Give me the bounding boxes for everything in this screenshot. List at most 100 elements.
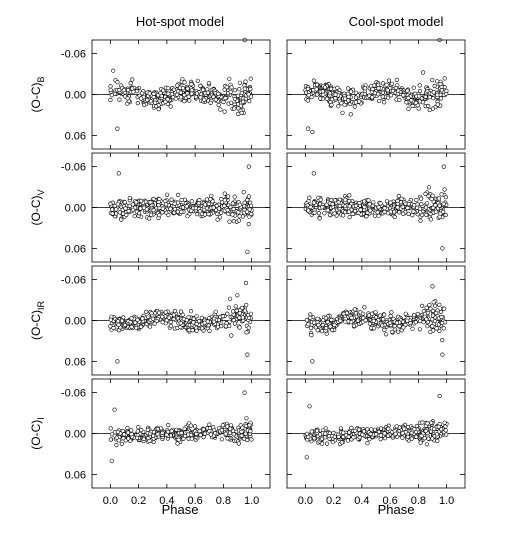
data-point: [363, 86, 368, 91]
y-axis-label-sub: IR: [36, 300, 46, 310]
data-point: [200, 326, 205, 331]
data-point: [417, 206, 423, 211]
data-point: [410, 103, 415, 109]
data-point: [172, 308, 178, 314]
data-point: [122, 200, 127, 205]
data-point: [180, 86, 186, 91]
data-point: [360, 432, 365, 437]
data-point: [346, 86, 351, 91]
data-point: [338, 318, 343, 323]
data-point: [375, 210, 380, 215]
data-point: [243, 423, 249, 429]
data-point: [310, 359, 315, 364]
data-point: [114, 443, 119, 448]
data-point: [206, 80, 211, 86]
data-point: [411, 85, 416, 90]
data-point: [171, 87, 177, 92]
data-point: [382, 206, 387, 211]
data-point: [155, 426, 160, 432]
data-point: [345, 438, 351, 443]
data-point: [202, 202, 208, 207]
data-point: [419, 202, 424, 207]
data-point: [239, 429, 244, 434]
data-point: [116, 438, 121, 443]
data-point: [246, 194, 251, 199]
data-point: [110, 211, 115, 216]
data-point: [420, 303, 425, 309]
data-point: [400, 431, 405, 436]
data-point: [420, 420, 425, 425]
data-point: [399, 196, 404, 201]
data-point: [332, 211, 337, 216]
scatter-points: [108, 164, 254, 254]
data-point: [307, 195, 312, 200]
data-point: [308, 315, 313, 320]
data-point: [243, 431, 248, 436]
data-point: [249, 437, 254, 442]
data-point: [418, 440, 423, 445]
data-point: [197, 428, 202, 434]
data-point: [438, 81, 443, 87]
data-point: [412, 313, 417, 318]
data-point: [362, 199, 367, 204]
x-tick-label: 0.6: [382, 495, 397, 507]
data-point: [378, 437, 383, 442]
data-point: [372, 326, 377, 331]
data-point: [161, 88, 166, 93]
data-point: [443, 428, 448, 433]
y-tick-label: 0.00: [65, 429, 86, 441]
data-point: [243, 280, 249, 286]
data-point: [349, 425, 354, 431]
data-point: [355, 318, 361, 323]
data-point: [123, 206, 128, 211]
data-point: [392, 324, 397, 329]
data-point: [412, 203, 417, 208]
data-point: [148, 99, 154, 104]
x-tick-label: 0.6: [187, 495, 202, 507]
data-point: [244, 416, 249, 421]
data-point: [116, 322, 121, 327]
data-point: [236, 441, 241, 446]
data-point: [197, 209, 203, 214]
data-point: [182, 426, 187, 431]
panel-ir-hot: -0.06 0.00 0.06 (O-C)IR: [29, 265, 271, 376]
data-point: [151, 208, 156, 213]
data-point: [311, 78, 317, 83]
data-point: [309, 333, 314, 338]
data-point: [108, 87, 113, 92]
data-point: [442, 306, 447, 311]
data-point: [241, 190, 246, 195]
data-point: [343, 319, 348, 324]
data-point: [243, 79, 248, 84]
data-point: [357, 200, 362, 206]
data-point: [329, 197, 334, 203]
data-point: [129, 324, 134, 330]
data-point: [395, 205, 400, 210]
data-point: [151, 196, 156, 201]
data-point: [405, 434, 411, 440]
data-point: [176, 89, 181, 94]
data-point: [312, 210, 317, 215]
data-point: [240, 425, 245, 430]
data-point: [115, 202, 120, 207]
data-point: [218, 107, 223, 112]
y-axis-label-sub: V: [36, 189, 46, 195]
data-point: [176, 192, 181, 197]
data-point: [406, 211, 411, 216]
data-point: [436, 196, 442, 201]
data-point: [357, 99, 362, 104]
scatter-points: [303, 37, 449, 135]
data-point: [304, 455, 309, 460]
data-point: [227, 219, 232, 224]
data-point: [336, 434, 341, 439]
data-point: [425, 324, 430, 329]
data-point: [332, 322, 337, 328]
data-point: [440, 246, 445, 251]
data-point: [431, 300, 436, 305]
data-point: [153, 100, 158, 105]
data-point: [223, 95, 228, 101]
data-point: [352, 307, 357, 312]
data-point: [382, 431, 387, 436]
data-point: [214, 203, 219, 208]
data-point: [432, 426, 437, 432]
